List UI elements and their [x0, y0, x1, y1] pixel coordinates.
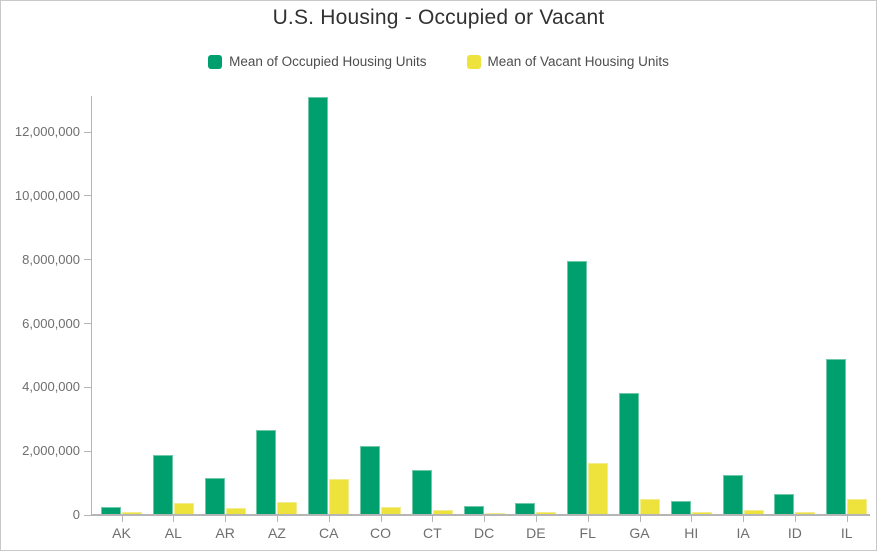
x-axis-tick: [121, 516, 123, 522]
x-axis-tick: [743, 516, 745, 522]
bar-occupied-CA[interactable]: [308, 97, 329, 514]
y-axis-tick: [84, 450, 91, 452]
x-axis-tick: [328, 516, 330, 522]
chart-title: U.S. Housing - Occupied or Vacant: [272, 6, 605, 29]
bar-vacant-CO[interactable]: [381, 507, 401, 514]
bar-occupied-IA[interactable]: [722, 475, 743, 514]
bar-vacant-IA[interactable]: [743, 510, 764, 514]
legend-swatch-occupied-icon: [208, 54, 223, 69]
bar-occupied-IL[interactable]: [826, 359, 847, 514]
x-axis-tick: [794, 516, 796, 522]
x-axis-category-label: IA: [736, 525, 750, 541]
x-axis-tick: [846, 516, 848, 522]
x-axis-category-label: CA: [318, 525, 339, 541]
y-axis-tick: [84, 131, 91, 133]
x-axis-tick: [691, 516, 693, 522]
y-axis-tick-label: 12,000,000: [14, 124, 80, 139]
x-axis-category-label: DE: [526, 525, 546, 541]
legend: Mean of Occupied Housing Units Mean of V…: [1, 54, 876, 69]
x-axis-category-label: AK: [112, 525, 131, 541]
x-axis-tick: [380, 516, 382, 522]
bar-vacant-GA[interactable]: [640, 499, 660, 514]
x-axis-category-label: AL: [164, 525, 182, 541]
legend-label-vacant: Mean of Vacant Housing Units: [487, 54, 669, 69]
x-axis-category-label: CO: [370, 525, 391, 541]
x-axis-tick: [225, 516, 227, 522]
y-axis-tick: [84, 195, 91, 197]
x-axis-line: [91, 514, 870, 516]
x-axis-category-label: IL: [840, 525, 853, 541]
bar-occupied-AK[interactable]: [101, 507, 121, 514]
y-axis-tick: [84, 386, 91, 388]
bar-vacant-FL[interactable]: [588, 463, 609, 514]
bar-occupied-HI[interactable]: [670, 501, 691, 514]
legend-swatch-vacant-icon: [466, 54, 481, 69]
y-axis-tick-label: 2,000,000: [22, 443, 80, 459]
y-axis-tick-label: 0: [72, 507, 80, 522]
bar-occupied-ID[interactable]: [774, 494, 795, 514]
bar-vacant-DC[interactable]: [484, 513, 505, 514]
x-axis-tick: [276, 516, 278, 522]
y-axis-tick: [84, 323, 91, 324]
bar-vacant-CT[interactable]: [432, 510, 453, 514]
bar-vacant-AK[interactable]: [122, 512, 142, 514]
x-axis-tick: [432, 516, 434, 522]
bar-vacant-DE[interactable]: [536, 512, 557, 514]
bar-occupied-AR[interactable]: [204, 478, 225, 514]
y-axis-tick: [84, 259, 91, 261]
x-axis-tick: [639, 516, 641, 522]
bar-occupied-FL[interactable]: [567, 261, 588, 514]
bar-occupied-AZ[interactable]: [256, 430, 277, 514]
y-axis-tick: [84, 514, 91, 516]
x-axis-category-label: GA: [629, 525, 650, 541]
x-axis-tick: [484, 516, 486, 522]
x-axis-tick: [587, 516, 589, 522]
bar-occupied-DE[interactable]: [515, 503, 536, 514]
legend-item-occupied[interactable]: Mean of Occupied Housing Units: [208, 54, 427, 69]
x-axis-category-label: HI: [684, 525, 699, 541]
bar-vacant-IL[interactable]: [847, 499, 868, 514]
x-axis-category-label: AR: [215, 525, 235, 541]
bar-vacant-ID[interactable]: [795, 512, 816, 514]
x-axis-category-label: ID: [787, 525, 802, 541]
x-axis-tick: [173, 516, 175, 522]
bar-occupied-DC[interactable]: [463, 506, 484, 514]
bar-vacant-HI[interactable]: [691, 512, 712, 514]
legend-label-occupied: Mean of Occupied Housing Units: [229, 54, 427, 69]
y-axis-tick-label: 4,000,000: [22, 379, 80, 395]
bar-occupied-CT[interactable]: [411, 470, 432, 514]
x-axis-tick: [535, 516, 537, 522]
bar-vacant-CA[interactable]: [329, 479, 350, 514]
bar-vacant-AL[interactable]: [173, 503, 194, 514]
y-axis-tick-label: 6,000,000: [22, 315, 80, 331]
legend-item-vacant[interactable]: Mean of Vacant Housing Units: [466, 54, 669, 69]
bar-vacant-AR[interactable]: [225, 508, 246, 514]
y-axis-line: [91, 96, 92, 516]
bar-occupied-AL[interactable]: [152, 455, 173, 514]
x-axis-category-label: CT: [422, 525, 442, 541]
bar-occupied-GA[interactable]: [619, 393, 639, 514]
y-axis-tick-label: 8,000,000: [22, 251, 80, 267]
y-axis-tick-label: 10,000,000: [14, 187, 80, 203]
x-axis-category-label: AZ: [267, 525, 286, 541]
x-axis-category-label: FL: [579, 525, 596, 541]
x-axis-category-label: DC: [473, 525, 495, 541]
bar-occupied-CO[interactable]: [360, 446, 380, 514]
bar-vacant-AZ[interactable]: [277, 502, 298, 514]
